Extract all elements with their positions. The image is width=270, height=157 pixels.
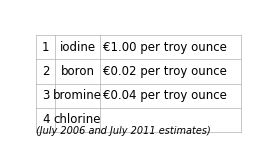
Text: (July 2006 and July 2011 estimates): (July 2006 and July 2011 estimates) (36, 126, 211, 136)
Text: €1.00 per troy ounce: €1.00 per troy ounce (103, 41, 227, 54)
Text: 1: 1 (42, 41, 49, 54)
Text: 2: 2 (42, 65, 49, 78)
Text: 4: 4 (42, 113, 49, 126)
Text: €0.02 per troy ounce: €0.02 per troy ounce (103, 65, 227, 78)
Text: bromine: bromine (53, 89, 102, 102)
Text: iodine: iodine (59, 41, 96, 54)
Text: 3: 3 (42, 89, 49, 102)
Text: €0.04 per troy ounce: €0.04 per troy ounce (103, 89, 227, 102)
Text: chlorine: chlorine (54, 113, 101, 126)
Text: boron: boron (60, 65, 94, 78)
